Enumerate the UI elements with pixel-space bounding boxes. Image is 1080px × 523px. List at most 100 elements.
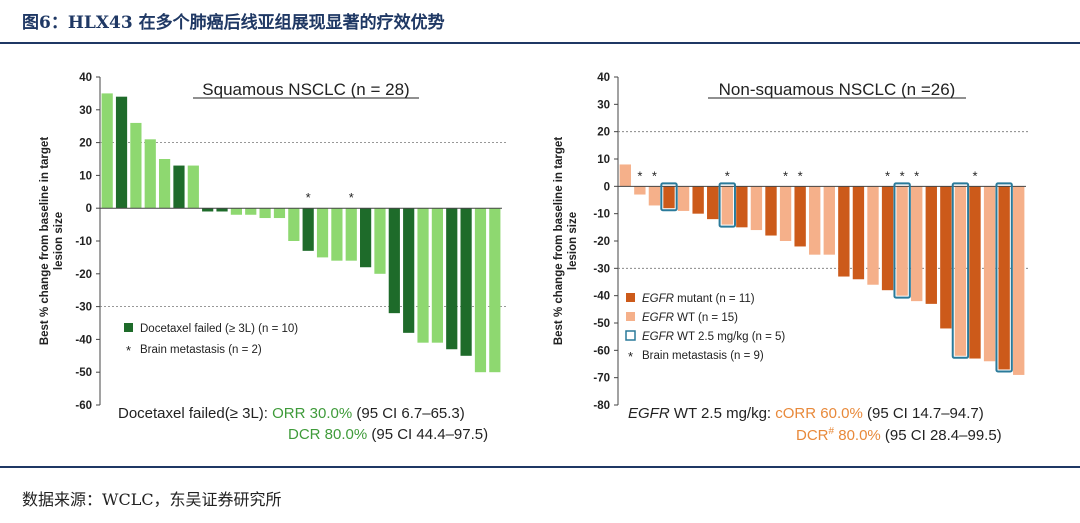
bar <box>273 208 286 219</box>
legend-label: Docetaxel failed (≥ 3L) (n = 10) <box>140 323 298 335</box>
legend-label: EGFR WT (n = 15) <box>642 312 738 324</box>
y-tick-label: 30 <box>79 105 92 117</box>
bar <box>245 208 257 215</box>
brain-metastasis-asterisk: * <box>972 168 977 183</box>
y-tick-label: -40 <box>75 334 92 346</box>
bar <box>403 208 415 333</box>
bar <box>736 186 748 228</box>
bar <box>101 93 113 209</box>
bar <box>634 186 646 195</box>
y-tick-label: 20 <box>79 138 92 150</box>
ewt-box <box>660 182 678 212</box>
bottom-rule <box>0 466 1080 468</box>
bar <box>998 186 1010 370</box>
legend-label: EGFR mutant (n = 11) <box>642 293 755 305</box>
brain-metastasis-asterisk: * <box>652 168 657 183</box>
squamous-footnote-dcr: DCR 80.0% (95 CI 44.4–97.5) <box>288 426 488 443</box>
bar <box>130 122 142 209</box>
nonsquamous-footnote-orr: EGFR WT 2.5 mg/kg: cORR 60.0% (95 CI 14.… <box>628 405 984 422</box>
y-tick-label: -60 <box>75 400 92 412</box>
y-tick-label: -20 <box>75 269 92 281</box>
bar <box>765 186 777 236</box>
bar <box>173 165 185 209</box>
bar <box>331 208 343 261</box>
title-rule <box>0 42 1080 44</box>
y-tick-label: 30 <box>597 99 610 111</box>
nonsquamous-chart: Non-squamous NSCLC (n =26) Best % change … <box>553 72 1030 412</box>
bar <box>721 186 733 225</box>
brain-metastasis-asterisk: * <box>783 168 788 183</box>
y-tick-label: 20 <box>597 127 610 139</box>
nonsquamous-orr: cORR 60.0% <box>775 405 863 422</box>
bar <box>187 165 199 209</box>
y-axis-label: Best % change from baseline in target les… <box>553 137 579 346</box>
y-tick-label: -20 <box>593 236 610 248</box>
bar <box>911 186 923 302</box>
bar <box>460 208 472 356</box>
y-tick-label: -50 <box>75 367 92 379</box>
bar <box>823 186 835 255</box>
bar <box>925 186 937 304</box>
bar <box>648 186 661 206</box>
bar <box>144 139 156 209</box>
legend-swatch <box>626 312 635 321</box>
legend-asterisk: * <box>628 349 633 364</box>
bar <box>417 208 429 343</box>
nonsquamous-footnote-prefix: WT 2.5 mg/kg: <box>669 405 776 422</box>
bar <box>115 96 128 209</box>
y-tick-label: 40 <box>597 72 610 84</box>
figure-title: 图6：HLX43 在多个肺癌后线亚组展现显著的疗效优势 <box>22 13 445 33</box>
ewt-box <box>893 182 911 299</box>
bar <box>316 208 329 258</box>
y-tick-label: 0 <box>86 203 92 215</box>
ewt-box <box>995 182 1013 373</box>
bar <box>896 186 908 296</box>
bar <box>159 159 171 209</box>
squamous-dcr-ci: (95 CI 44.4–97.5) <box>367 426 489 443</box>
bar <box>360 208 372 268</box>
bar <box>474 208 487 373</box>
ewt-box <box>951 182 970 359</box>
bar <box>707 186 719 220</box>
y-tick-label: 40 <box>79 72 92 84</box>
y-tick-label: 0 <box>604 181 610 193</box>
bar <box>692 186 704 214</box>
bar <box>230 208 242 215</box>
brain-metastasis-asterisk: * <box>725 168 730 183</box>
bar <box>940 186 952 329</box>
bar <box>489 208 501 373</box>
squamous-orr: ORR 30.0% <box>272 405 353 422</box>
y-tick-label: -70 <box>593 373 610 385</box>
y-axis-label: Best % change from baseline in target les… <box>39 137 65 346</box>
nonsquamous-orr-ci: (95 CI 14.7–94.7) <box>862 405 984 422</box>
brain-metastasis-asterisk: * <box>885 168 890 183</box>
bar <box>288 208 300 241</box>
y-tick-label: -10 <box>593 209 610 221</box>
y-tick-label: 10 <box>597 154 610 166</box>
bar <box>969 186 981 359</box>
bar <box>259 208 271 219</box>
legend-swatch <box>626 293 635 302</box>
nonsquamous-dcr-value: 80.0% <box>834 427 881 444</box>
bar <box>446 208 458 350</box>
bar <box>374 208 386 274</box>
nonsquamous-footnote-egfr: EGFR <box>628 405 670 422</box>
legend-label: Brain metastasis (n = 2) <box>140 344 262 356</box>
y-tick-label: -30 <box>593 263 610 275</box>
bar <box>779 186 792 241</box>
bar <box>677 186 690 211</box>
brain-metastasis-asterisk: * <box>914 168 919 183</box>
bar <box>202 208 214 212</box>
brain-metastasis-asterisk: * <box>798 168 803 183</box>
bar <box>838 186 850 277</box>
bar <box>663 186 675 209</box>
bar <box>881 186 894 291</box>
bar <box>619 164 631 187</box>
y-tick-label: 10 <box>79 170 92 182</box>
brain-metastasis-asterisk: * <box>637 168 642 183</box>
squamous-dcr: DCR 80.0% <box>288 426 368 443</box>
squamous-chart: Squamous NSCLC (n = 28) Best % change fro… <box>39 72 506 412</box>
nonsquamous-footnote-dcr: DCR# 80.0% (95 CI 28.4–99.5) <box>796 426 1002 444</box>
brain-metastasis-asterisk: * <box>306 190 311 205</box>
bar <box>954 186 967 356</box>
